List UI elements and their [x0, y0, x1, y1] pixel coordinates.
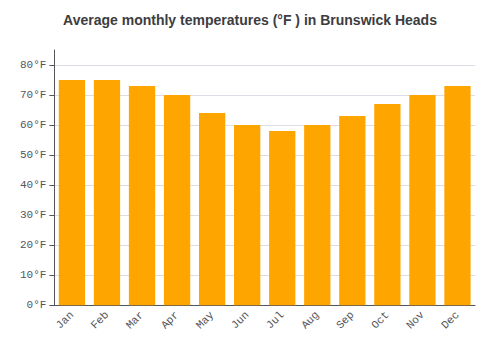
- svg-text:30°F: 30°F: [20, 209, 46, 221]
- svg-text:Jul: Jul: [264, 309, 286, 331]
- svg-text:May: May: [194, 309, 217, 332]
- svg-text:Mar: Mar: [124, 309, 146, 331]
- svg-text:Nov: Nov: [404, 309, 427, 332]
- svg-text:Aug: Aug: [299, 309, 321, 331]
- svg-text:60°F: 60°F: [20, 119, 46, 131]
- svg-text:Feb: Feb: [89, 309, 111, 331]
- svg-text:70°F: 70°F: [20, 89, 46, 101]
- svg-text:20°F: 20°F: [20, 239, 46, 251]
- svg-text:0°F: 0°F: [27, 299, 47, 311]
- svg-text:Dec: Dec: [439, 309, 461, 331]
- svg-text:Apr: Apr: [159, 309, 181, 331]
- svg-text:40°F: 40°F: [20, 179, 46, 191]
- svg-text:Jun: Jun: [229, 309, 251, 331]
- svg-text:Sep: Sep: [334, 309, 356, 331]
- svg-text:Average monthly temperatures (: Average monthly temperatures (°F ) in Br…: [63, 12, 437, 28]
- svg-text:10°F: 10°F: [20, 269, 46, 281]
- svg-text:Oct: Oct: [369, 309, 391, 331]
- svg-text:80°F: 80°F: [20, 59, 46, 71]
- svg-text:50°F: 50°F: [20, 149, 46, 161]
- svg-text:Jan: Jan: [54, 309, 76, 331]
